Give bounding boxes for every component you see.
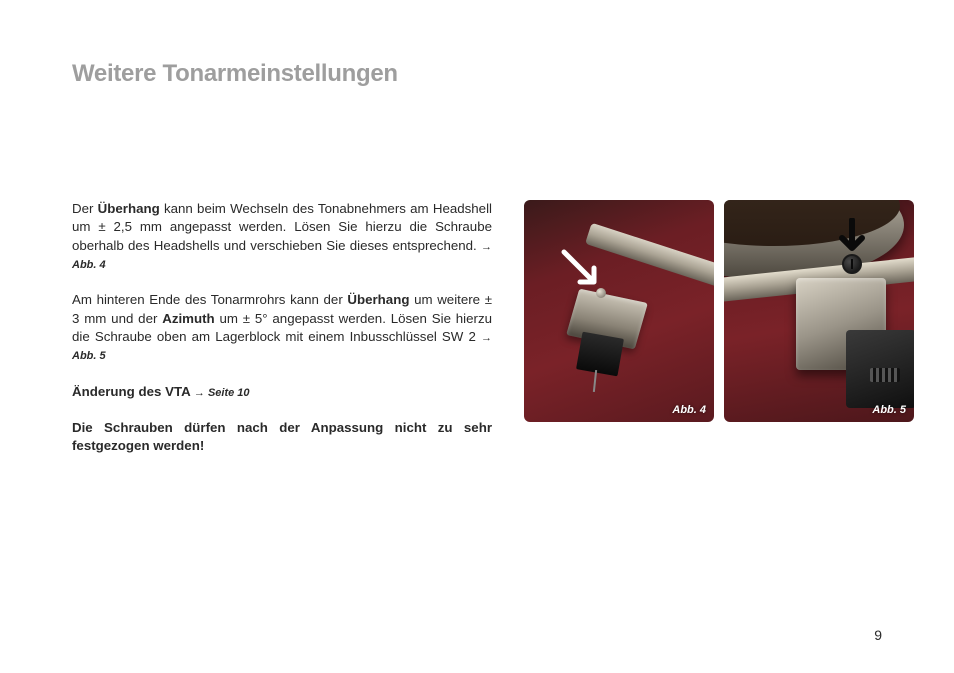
figure-reference: Abb. 4 — [72, 259, 106, 271]
arrow-icon: → — [481, 241, 492, 253]
page-title: Weitere Tonarmeinstellungen — [72, 60, 882, 88]
body-text-column: Der Überhang kann beim Wechseln des Tona… — [72, 200, 492, 474]
term-uberhang: Überhang — [347, 292, 409, 307]
paragraph-vta: Änderung des VTA → Seite 10 — [72, 383, 492, 401]
figure-4: Abb. 4 — [524, 200, 714, 422]
term-azimuth: Azimuth — [162, 311, 214, 326]
warning-text: Die Schrauben dürfen nach der Anpassung … — [72, 420, 492, 453]
figure-reference: Abb. 5 — [72, 350, 106, 362]
pointer-arrow-icon — [832, 218, 872, 258]
figure-5-caption: Abb. 5 — [872, 404, 906, 416]
text-bold: Änderung des VTA — [72, 384, 194, 399]
arrow-icon: → — [481, 332, 492, 344]
stylus — [593, 370, 597, 392]
figure-5: Abb. 5 — [724, 200, 914, 422]
page-reference: Seite 10 — [205, 387, 250, 399]
figure-5-illustration — [724, 200, 914, 422]
paragraph-warning: Die Schrauben dürfen nach der Anpassung … — [72, 419, 492, 456]
pointer-arrow-icon — [560, 248, 606, 294]
text: Am hinteren Ende des Tonarmrohrs kann de… — [72, 292, 347, 307]
cartridge — [576, 332, 624, 377]
page-number: 9 — [874, 627, 882, 643]
block-slots — [870, 368, 900, 382]
paragraph-overhang-azimuth: Am hinteren Ende des Tonarmrohrs kann de… — [72, 291, 492, 364]
figure-4-caption: Abb. 4 — [672, 404, 706, 416]
content-row: Der Überhang kann beim Wechseln des Tona… — [72, 200, 882, 474]
arrow-icon: → — [194, 387, 205, 399]
figures-column: Abb. 4 Abb. 5 — [524, 200, 914, 474]
manual-page: Weitere Tonarmeinstellungen Der Überhang… — [0, 0, 954, 673]
figure-4-illustration — [524, 200, 714, 422]
term-uberhang: Überhang — [98, 201, 160, 216]
paragraph-overhang-headshell: Der Überhang kann beim Wechseln des Tona… — [72, 200, 492, 273]
text: Der — [72, 201, 98, 216]
